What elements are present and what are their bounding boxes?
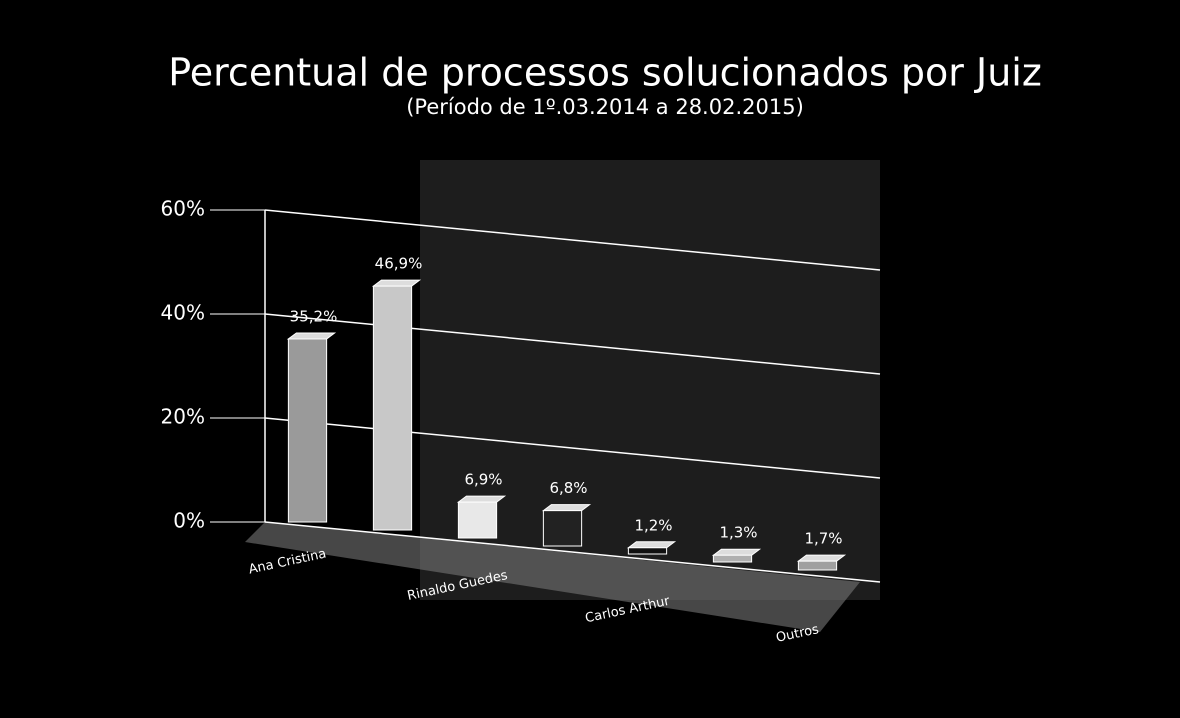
bar [627,547,668,555]
bar [712,554,753,563]
bar [372,285,413,531]
value-label: 46,9% [375,255,423,273]
grid-line [264,209,881,271]
bar-top [711,548,762,556]
bar [542,510,583,547]
grid-line [264,313,881,375]
chart-subtitle: (Período de 1º.03.2014 a 28.02.2015) [406,95,804,119]
bar-top [371,279,422,287]
value-label: 6,9% [464,471,502,489]
y-tick-label: 0% [173,509,205,533]
floor [245,522,860,632]
bar [287,338,328,523]
chart-title: Percentual de processos solucionados por… [168,51,1042,95]
value-label: 6,8% [549,479,587,497]
bar-top [456,495,507,503]
bar-top [796,554,847,562]
value-label: 35,2% [290,307,338,325]
bar-top [286,332,337,340]
value-label: 1,7% [804,530,842,548]
grid-line [264,521,881,583]
y-tick-label: 20% [161,405,205,429]
value-label: 1,3% [719,524,757,542]
bar [457,501,498,539]
grid-line [264,417,881,479]
y-tick-label: 40% [161,301,205,325]
value-label: 1,2% [634,516,672,534]
bar-top [541,504,592,512]
bar [797,560,838,571]
bar-top [626,541,677,549]
y-tick-label: 60% [161,197,205,221]
